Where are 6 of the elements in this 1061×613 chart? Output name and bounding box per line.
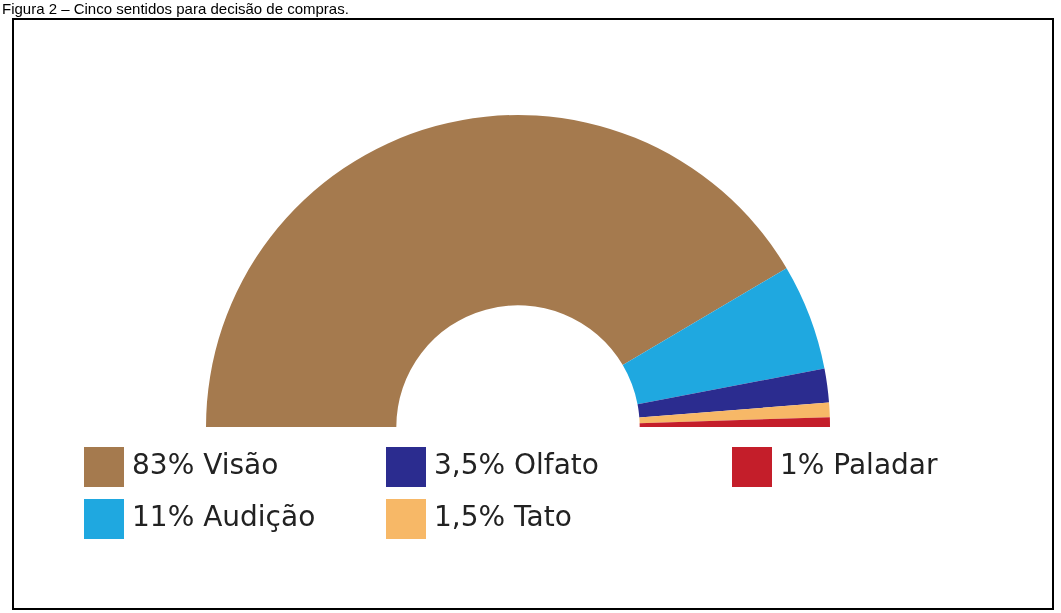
legend-label: 11% Audição [132,500,316,534]
legend-label: 1% Paladar [780,448,938,482]
legend-label: 1,5% Tato [434,500,572,534]
legend-label: 83% Visão [132,448,279,482]
chart-title: Figura 2 – Cinco sentidos para decisão de compras. [2,0,349,17]
legend-label: 3,5% Olfato [434,448,599,482]
